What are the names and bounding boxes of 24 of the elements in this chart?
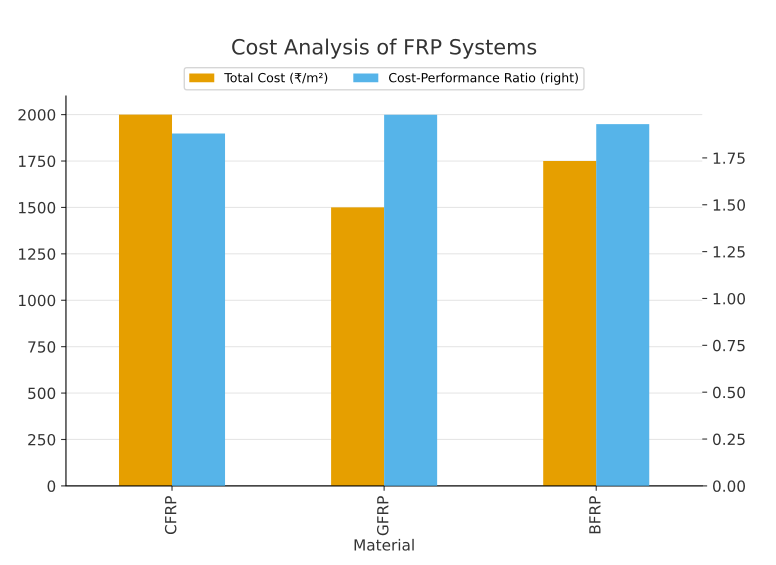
x-tick-label: GFRP	[376, 496, 389, 536]
y-tick-label: 1750	[19, 155, 56, 168]
x-tick-label: CFRP	[164, 496, 176, 534]
y2-tick-label: 0.75	[713, 340, 745, 352]
y2-tick-label: 0.25	[713, 434, 745, 446]
y-tick-label: 2000	[18, 109, 56, 121]
x-tick-label: BFRP	[589, 496, 600, 534]
x-axis-title: Material	[354, 538, 414, 551]
chart-title: Cost Analysis of FRP Systems	[232, 38, 536, 59]
y2-tick-label: 0.00	[713, 480, 746, 492]
y-tick-label: 500	[28, 388, 56, 400]
y2-tick-label: 1.25	[714, 246, 745, 258]
y-tick-label: 1500	[19, 202, 56, 214]
y2-tick-label: 0.50	[713, 386, 746, 398]
y-tick-label: 0	[48, 480, 56, 492]
y-tick-label: 750	[28, 341, 56, 353]
y-tick-label: 250	[28, 434, 56, 446]
y2-tick-label: 1.75	[714, 152, 745, 164]
y-tick-label: 1000	[19, 294, 56, 306]
y2-tick-label: 1.50	[714, 199, 746, 211]
legend-label: Cost-Performance Ratio (right)	[389, 72, 578, 85]
legend-label: Total Cost (₹/m²)	[224, 72, 328, 84]
y2-tick-label: 1.00	[714, 292, 746, 304]
y-tick-label: 1250	[19, 248, 56, 260]
